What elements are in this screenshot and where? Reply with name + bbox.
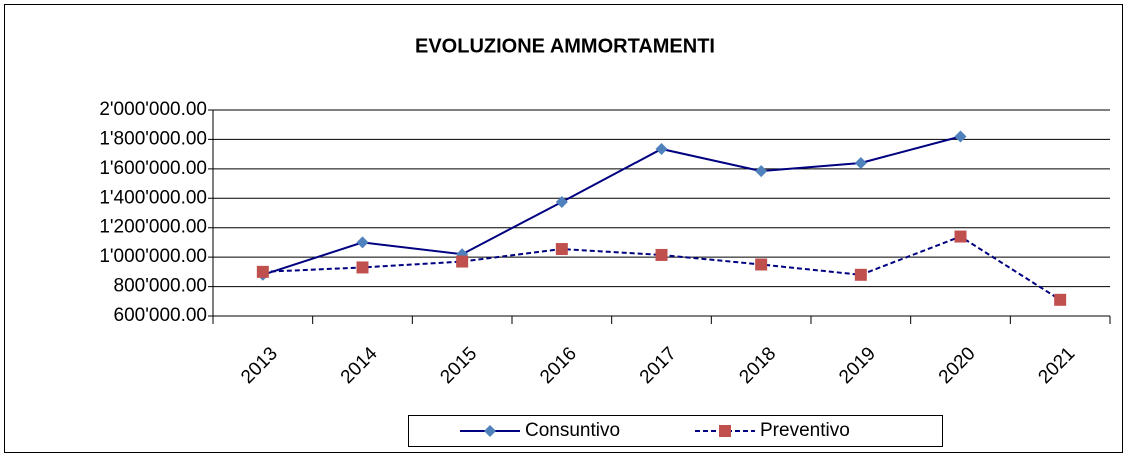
point [755, 165, 768, 178]
y-tick-label: 1'400'000.00 [99, 187, 207, 208]
point [854, 156, 867, 169]
point [655, 142, 668, 155]
y-tick-label: 2'000'000.00 [99, 99, 207, 120]
legend-marker [719, 425, 731, 437]
point [456, 248, 469, 261]
y-tick-label: 1'000'000.00 [99, 246, 207, 267]
y-tick-label: 600'000.00 [114, 305, 207, 326]
legend-label: Consuntivo [525, 420, 620, 441]
series-line [262, 135, 961, 276]
y-tick-label: 1'200'000.00 [99, 217, 207, 238]
y-tick-label: 1'600'000.00 [99, 158, 207, 179]
legend-label: Preventivo [760, 420, 850, 441]
y-tick-label: 1'800'000.00 [99, 128, 207, 149]
point [854, 268, 867, 281]
point [755, 258, 768, 271]
point [954, 130, 967, 143]
point [356, 236, 369, 249]
legend-marker [484, 425, 496, 437]
point [1054, 293, 1067, 306]
point [356, 261, 369, 274]
chart-frame [4, 4, 1123, 453]
point [456, 255, 469, 268]
y-tick-label: 800'000.00 [114, 276, 207, 297]
point [256, 265, 269, 278]
point [555, 243, 568, 256]
chart-title: EVOLUZIONE AMMORTAMENTI [415, 35, 715, 57]
point [655, 248, 668, 261]
point [954, 230, 967, 243]
point [555, 195, 568, 208]
